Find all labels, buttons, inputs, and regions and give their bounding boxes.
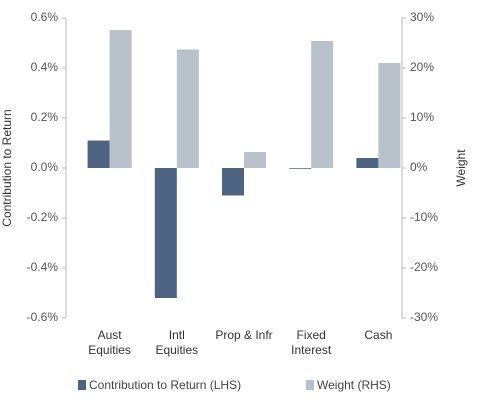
x-tick-label: Fixed Interest xyxy=(291,328,332,357)
y2-tick-label: 20% xyxy=(410,60,434,74)
legend-swatch xyxy=(78,380,86,390)
bar xyxy=(244,152,266,168)
y2-axis-label: Weight xyxy=(454,149,468,187)
bar xyxy=(154,168,177,298)
legend-label: Weight (RHS) xyxy=(317,378,391,392)
x-tick-label: Intl Equities xyxy=(155,328,199,357)
x-tick-label: Cash xyxy=(364,328,393,342)
bar xyxy=(311,41,334,168)
x-tick-label: Aust Equities xyxy=(88,328,131,357)
legend-swatch xyxy=(306,380,314,390)
y2-tick-label: -30% xyxy=(410,310,438,324)
bar xyxy=(356,158,379,168)
y-tick-label: -0.2% xyxy=(27,210,59,224)
bar xyxy=(289,168,312,169)
x-tick-label: Prop & Infr xyxy=(215,328,273,342)
y-tick-label: 0.6% xyxy=(31,10,59,24)
bar xyxy=(378,63,401,168)
y2-tick-label: 10% xyxy=(410,110,434,124)
bar xyxy=(87,140,110,168)
y2-tick-label: -10% xyxy=(410,210,438,224)
bar xyxy=(109,30,132,168)
y-tick-label: -0.4% xyxy=(27,260,59,274)
bar xyxy=(176,49,199,168)
legend-label: Contribution to Return (LHS) xyxy=(89,378,241,392)
y-tick-label: 0.0% xyxy=(31,160,59,174)
y-tick-label: 0.4% xyxy=(31,60,59,74)
y-axis-label: Contribution to Return xyxy=(0,109,14,226)
y2-tick-label: -20% xyxy=(410,260,438,274)
bar xyxy=(222,168,244,196)
y-tick-label: -0.6% xyxy=(27,310,59,324)
y2-tick-label: 0% xyxy=(410,160,428,174)
y-tick-label: 0.2% xyxy=(31,110,59,124)
y2-tick-label: 30% xyxy=(410,10,434,24)
